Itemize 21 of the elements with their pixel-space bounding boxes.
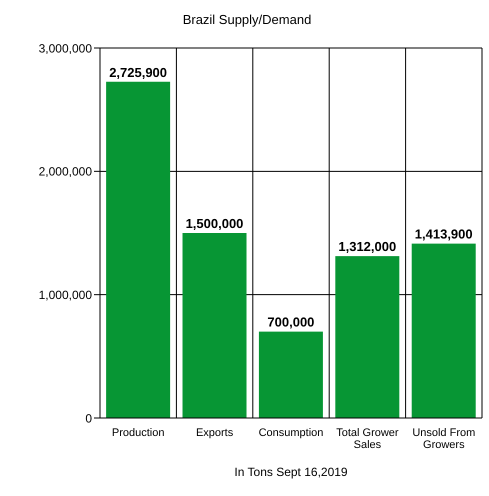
bar xyxy=(412,244,476,418)
data-label: 700,000 xyxy=(267,314,314,330)
x-tick-label: Total Grower Sales xyxy=(336,427,399,451)
x-tick-label: Exports xyxy=(196,427,234,439)
y-tick-label: 2,000,000 xyxy=(38,164,92,179)
data-label: 1,500,000 xyxy=(186,216,244,231)
x-tick-label: Production xyxy=(112,427,164,439)
bar xyxy=(182,233,247,418)
x-tick-label: Consumption xyxy=(258,427,324,439)
y-tick-label: 1,000,000 xyxy=(38,288,92,302)
x-tick-label: Unsold From Growers xyxy=(412,427,476,451)
data-label: 2,725,900 xyxy=(109,64,168,80)
y-tick-label: 3,000,000 xyxy=(38,41,92,56)
bar xyxy=(106,82,170,418)
bar xyxy=(258,332,323,418)
data-label: 1,413,900 xyxy=(414,226,473,242)
bar xyxy=(335,256,400,418)
chart-title: Brazil Supply/Demand xyxy=(182,12,312,27)
x-axis-title: In Tons Sept 16,2019 xyxy=(234,465,348,479)
data-label: 1,312,000 xyxy=(338,239,396,254)
y-tick-label: 0 xyxy=(85,411,92,426)
